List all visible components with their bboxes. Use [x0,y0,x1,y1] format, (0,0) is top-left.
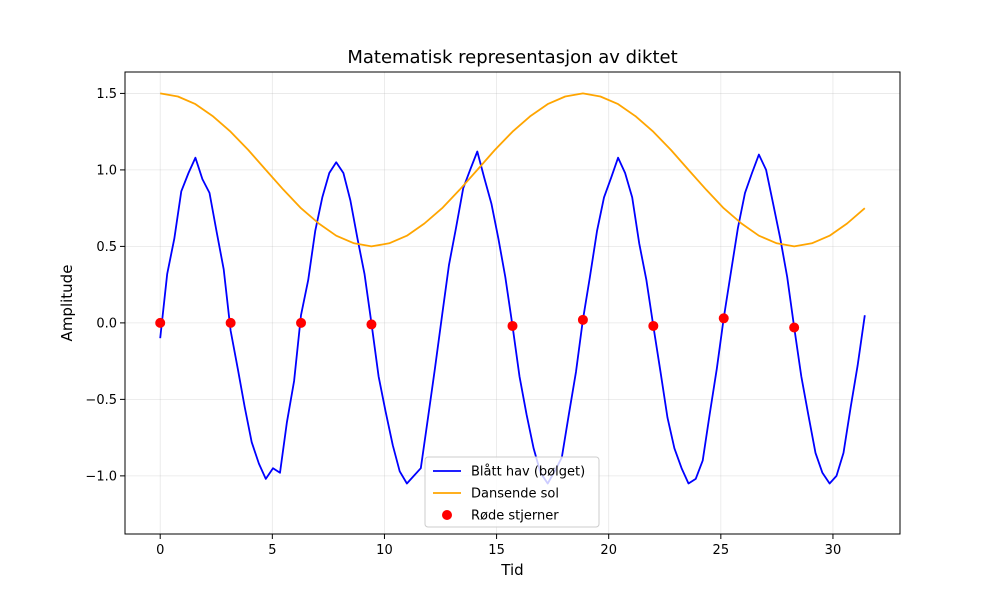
x-tick-label: 15 [488,543,505,558]
legend: Blått hav (bølget) Dansende sol Røde stjer… [424,456,600,528]
y-tick-label: 1.0 [96,163,117,178]
legend-marker-swatch [442,510,452,520]
scatter-point [225,317,236,328]
y-tick-label: 1.5 [96,87,117,102]
scatter-point [718,313,729,324]
scatter-point [507,320,518,331]
scatter-point [789,322,800,333]
x-axis-label: Tid [500,561,523,579]
y-tick-label: −0.5 [85,393,117,408]
chart-title: Matematisk representasjon av diktet [347,47,677,68]
x-tick-label: 20 [600,543,617,558]
plot-series [155,92,866,485]
x-tick-label: 5 [268,543,276,558]
scatter-point [296,317,307,328]
legend-label: Blått hav (bølget) [471,465,585,480]
series-line [160,92,866,248]
axes-frame [124,71,901,535]
y-tick-label: 0.5 [96,240,117,255]
y-tick-label: −1.0 [85,469,117,484]
y-tick-label: 0.0 [96,316,117,331]
axis-ticks: 0 5 10 15 20 25 30 −1.0 −0.5 0.0 0.5 1.0 1.5 [85,87,841,558]
x-tick-label: 25 [713,543,730,558]
scatter-point [648,320,659,331]
scatter-point [577,314,588,325]
scatter-point [155,317,166,328]
x-tick-label: 0 [156,543,164,558]
scatter-point [366,319,377,330]
legend-box [424,456,600,528]
legend-label: Røde stjerner [471,509,559,524]
y-axis-label: Amplitude [58,265,76,342]
x-tick-label: 30 [825,543,842,558]
x-tick-label: 10 [376,543,393,558]
legend-label: Dansende sol [471,487,559,502]
